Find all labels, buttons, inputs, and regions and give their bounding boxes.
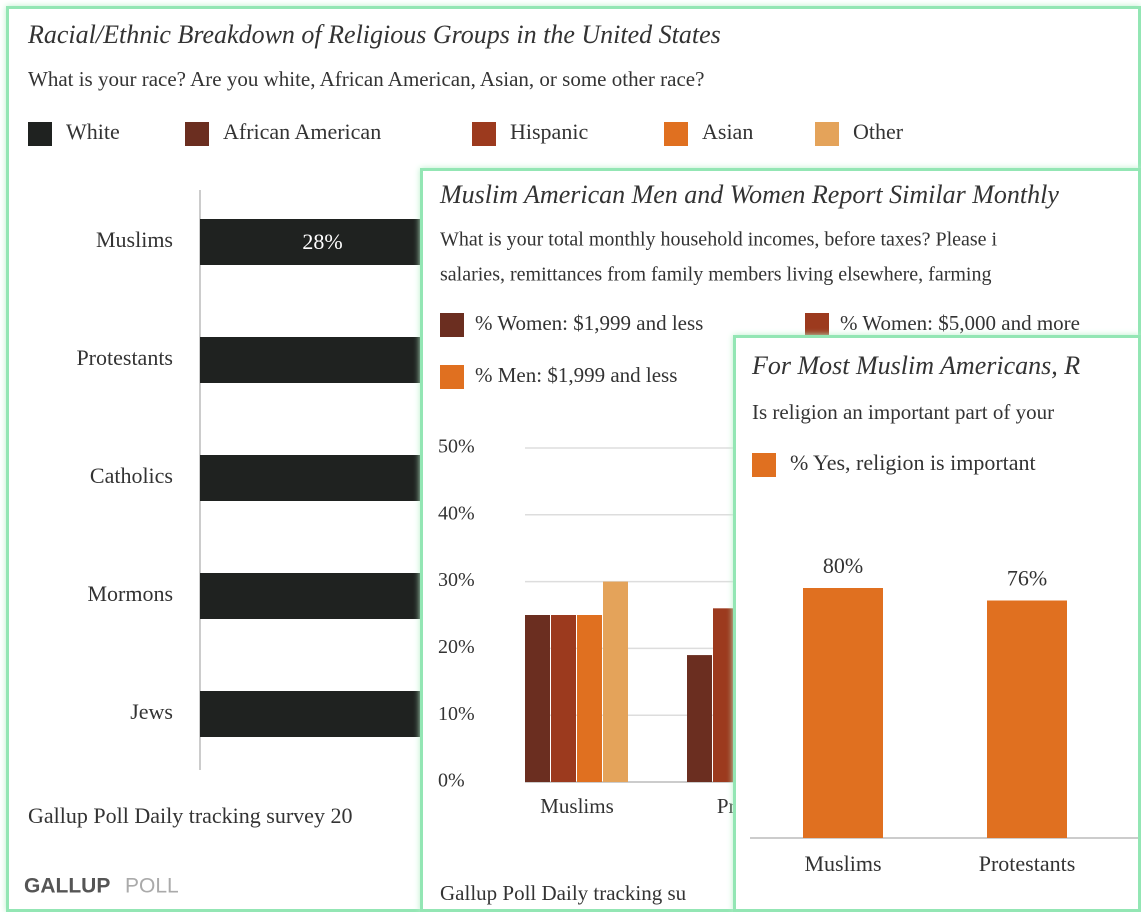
bar <box>803 588 883 838</box>
bar <box>577 615 602 782</box>
subtitle: What is your total monthly household inc… <box>440 229 998 251</box>
legend-swatch <box>440 365 464 389</box>
card: For Most Muslim Americans, R Is religion … <box>733 335 1141 912</box>
x-tick-label: Muslims <box>540 794 614 818</box>
legend-swatch <box>28 122 52 146</box>
y-tick-label: 50% <box>438 436 475 458</box>
value-label: 28% <box>302 229 342 254</box>
legend-label: % Women: $1,999 and less <box>475 311 703 335</box>
bar <box>603 581 628 782</box>
category-label: Muslims <box>96 227 173 252</box>
source: Gallup Poll Daily tracking su <box>440 881 687 905</box>
chart-title: Muslim American Men and Women Report Sim… <box>439 180 1059 209</box>
chart: For Most Muslim Americans, R Is religion … <box>750 351 1138 876</box>
legend-swatch <box>185 122 209 146</box>
subtitle: What is your race? Are you white, Africa… <box>28 67 704 91</box>
legend-swatch <box>805 313 829 337</box>
value-label: 80% <box>823 553 863 578</box>
legend-label: Asian <box>702 119 753 144</box>
x-tick-label: Muslims <box>804 851 881 876</box>
y-tick-label: 20% <box>438 636 475 658</box>
bar <box>525 615 550 782</box>
bar <box>987 600 1067 838</box>
subtitle: Is religion an important part of your <box>752 400 1054 424</box>
source: Gallup Poll Daily tracking survey 20 <box>28 803 352 828</box>
legend-swatch <box>752 453 776 477</box>
logo: POLL <box>125 875 179 898</box>
logo: GALLUP <box>24 875 110 898</box>
subtitle: salaries, remittances from family member… <box>440 264 991 286</box>
legend-label: Other <box>853 119 904 144</box>
category-label: Mormons <box>87 581 173 606</box>
bar-segment <box>200 219 445 265</box>
x-tick-label: Protestants <box>979 851 1076 876</box>
legend-label: African American <box>223 119 381 144</box>
legend-swatch <box>815 122 839 146</box>
legend-label: White <box>66 119 120 144</box>
legend-label: Hispanic <box>510 119 588 144</box>
y-tick-label: 40% <box>438 502 475 524</box>
category-label: Protestants <box>76 345 173 370</box>
chart-title: Racial/Ethnic Breakdown of Religious Gro… <box>27 20 721 49</box>
legend-label: % Men: $1,999 and less <box>475 363 677 387</box>
bar <box>551 615 576 782</box>
category-label: Jews <box>130 699 173 724</box>
category-label: Catholics <box>90 463 173 488</box>
bar <box>687 655 712 782</box>
y-tick-label: 0% <box>438 770 465 792</box>
legend-swatch <box>472 122 496 146</box>
legend-swatch <box>664 122 688 146</box>
legend-swatch <box>440 313 464 337</box>
value-label: 76% <box>1007 566 1047 591</box>
legend-label: % Yes, religion is important <box>790 450 1036 475</box>
y-tick-label: 30% <box>438 569 475 591</box>
chart-title: For Most Muslim Americans, R <box>751 351 1080 380</box>
legend-label: % Women: $5,000 and more <box>840 311 1080 335</box>
y-tick-label: 10% <box>438 703 475 725</box>
